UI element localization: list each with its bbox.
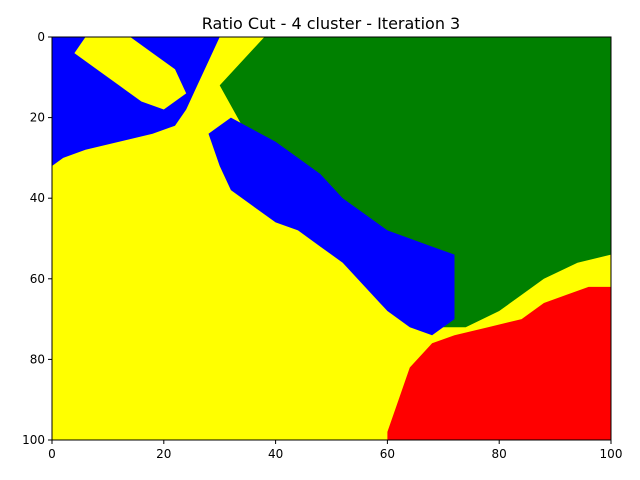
x-tick-label: 20: [156, 447, 171, 461]
cluster-region-green-1: [219, 37, 611, 328]
x-axis: 0 20 40 60 80 100: [48, 440, 622, 461]
cluster-region-red-5: [387, 286, 611, 440]
y-tick-label: 0: [37, 30, 45, 44]
heatmap-cells: [52, 37, 611, 440]
plot-area: [51, 36, 612, 441]
x-tick-label: 80: [492, 447, 507, 461]
x-tick-label: 40: [268, 447, 283, 461]
x-tick-label: 0: [48, 447, 56, 461]
y-tick-label: 20: [30, 111, 45, 125]
y-tick-label: 100: [22, 433, 45, 447]
cluster-region-blue-2: [208, 117, 455, 336]
cluster-region-yellow-4: [74, 37, 187, 110]
cluster-region-blue-3: [52, 37, 220, 166]
y-tick-label: 40: [30, 191, 45, 205]
y-tick-label: 60: [30, 272, 45, 286]
x-tick-label: 60: [380, 447, 395, 461]
y-tick-label: 80: [30, 352, 45, 366]
x-tick-label: 100: [600, 447, 623, 461]
chart-title: Ratio Cut - 4 cluster - Iteration 3: [202, 14, 460, 33]
plot-frame: [51, 36, 612, 441]
y-axis: 0 20 40 60 80 100: [22, 30, 52, 447]
